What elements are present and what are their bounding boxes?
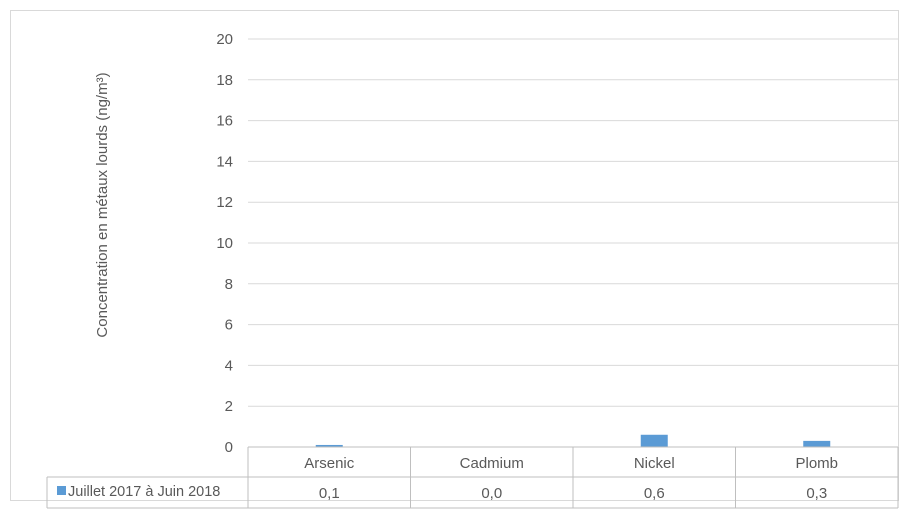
gridlines (248, 38, 898, 407)
y-tick-label: 10 (216, 235, 233, 252)
y-tick-label: 6 (225, 317, 233, 334)
y-tick-label: 16 (216, 113, 233, 130)
y-tick-label: 20 (216, 31, 233, 48)
data-value-label: 0,3 (806, 485, 827, 502)
y-tick-label: 14 (216, 153, 233, 170)
chart-frame (10, 10, 899, 501)
y-tick-label: 12 (216, 194, 233, 211)
category-label: Arsenic (304, 455, 355, 472)
y-tick-labels: 0 2 4 6 8 10 12 14 16 18 20 (216, 31, 233, 456)
bars (315, 434, 831, 447)
legend-swatch (57, 486, 66, 495)
y-tick-label: 8 (225, 276, 233, 293)
bar-arsenic (315, 444, 343, 447)
y-axis-title: Concentration en métaux lourds (ng/m³) (94, 72, 111, 337)
data-value-label: 0,1 (319, 485, 340, 502)
data-table: Arsenic Cadmium Nickel Plomb Juillet 2017 à … (46, 446, 899, 509)
y-tick-label: 0 (225, 439, 233, 456)
y-tick-label: 2 (225, 398, 233, 415)
category-label: Plomb (795, 455, 838, 472)
category-label: Nickel (634, 455, 675, 472)
legend-series-name: Juillet 2017 à Juin 2018 (68, 484, 220, 500)
data-value-label: 0,6 (644, 485, 665, 502)
category-label: Cadmium (460, 455, 524, 472)
data-value-label: 0,0 (481, 485, 502, 502)
y-tick-label: 18 (216, 72, 233, 89)
bar-plomb (803, 440, 831, 447)
bar-nickel (640, 434, 668, 447)
y-tick-label: 4 (225, 357, 233, 374)
